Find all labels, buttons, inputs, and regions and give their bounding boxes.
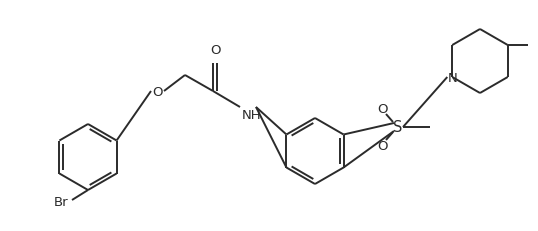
Text: NH: NH xyxy=(242,109,261,122)
Text: S: S xyxy=(393,120,402,135)
Text: O: O xyxy=(377,103,387,116)
Text: O: O xyxy=(152,85,162,98)
Text: O: O xyxy=(377,139,387,152)
Text: Br: Br xyxy=(53,196,68,209)
Text: O: O xyxy=(210,44,220,57)
Text: N: N xyxy=(448,71,457,84)
